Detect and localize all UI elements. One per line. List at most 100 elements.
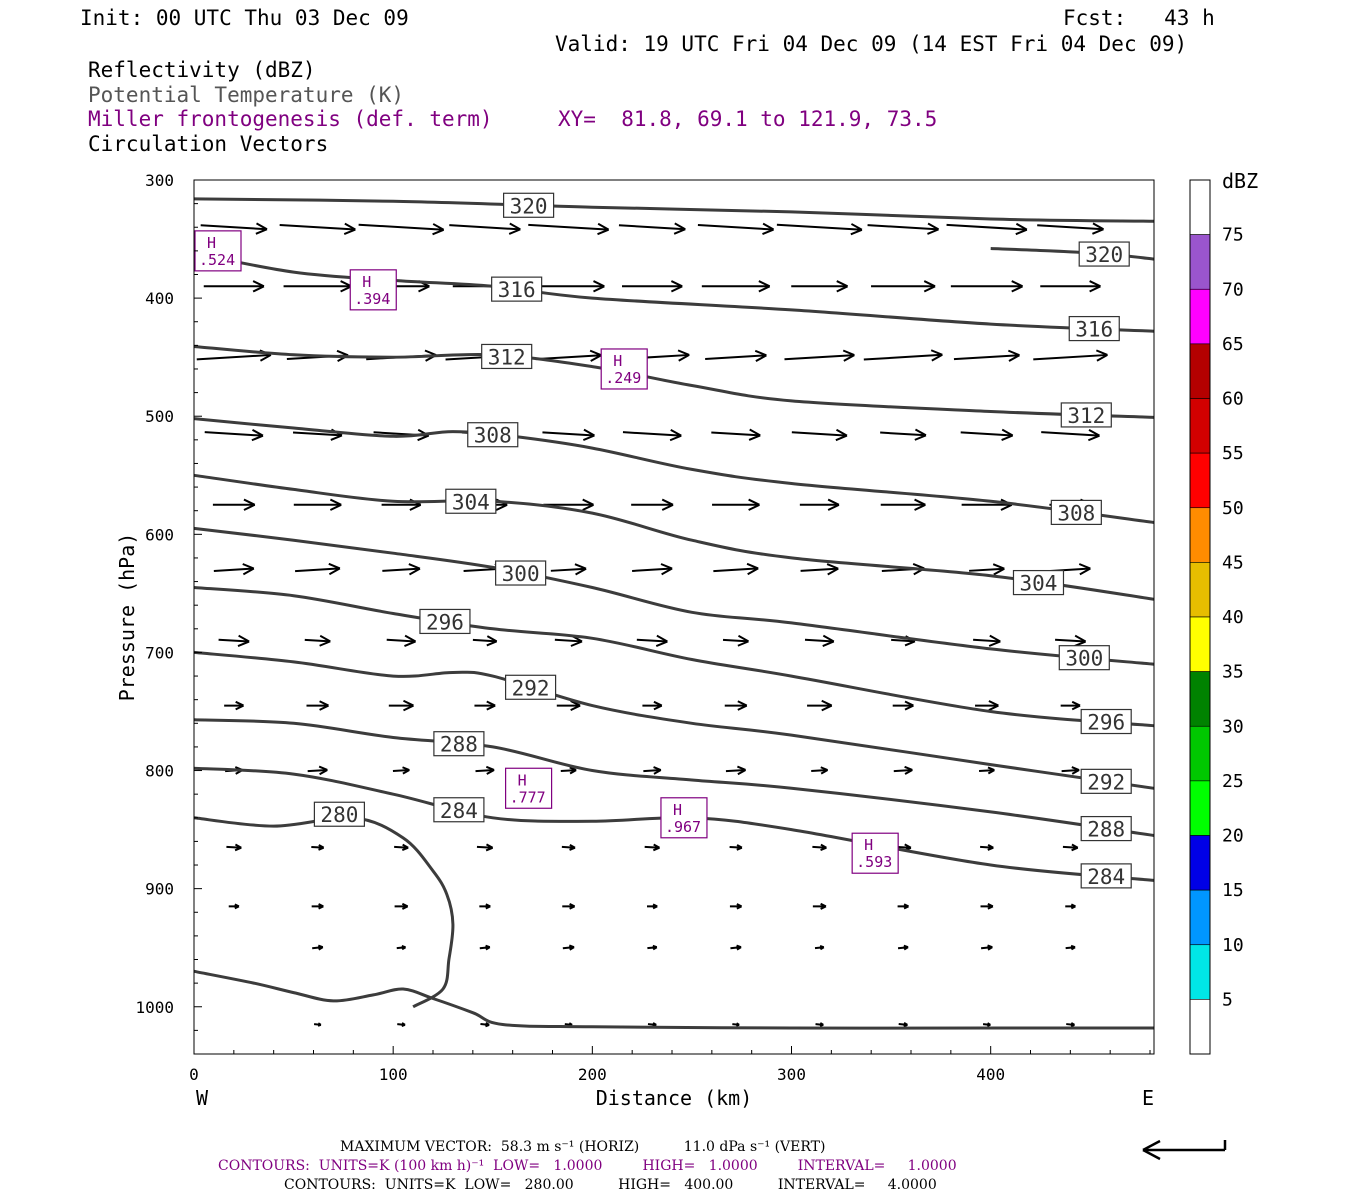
colorbar-level-label: 65 (1222, 334, 1244, 355)
contour-labels: 320 320 316 316 312 312 308 308 304 304 300 300 296 2… (313, 192, 1132, 889)
colorbar-level-label: 40 (1222, 607, 1244, 628)
svg-text:312: 312 (1067, 404, 1105, 428)
circulation-vector (306, 700, 329, 711)
circulation-vector (800, 563, 839, 576)
circulation-vector (973, 634, 1001, 647)
frontogenesis-contour-info: CONTOURS: UNITS=K (100 km h)⁻¹ LOW= 1.00… (218, 1158, 957, 1174)
contour-label: 300 (495, 560, 547, 586)
circulation-vector (228, 903, 240, 910)
circulation-vector (382, 563, 421, 576)
colorbar-segment (1189, 507, 1211, 563)
circulation-vector (394, 843, 409, 852)
circulation-vector (295, 562, 341, 576)
theta-contour (193, 251, 1155, 333)
circulation-vector (396, 944, 407, 951)
x-axis-label: Distance (km) (596, 1086, 753, 1110)
circulation-vector (528, 222, 610, 236)
svg-text:288: 288 (440, 733, 478, 757)
valid-time: Valid: 19 UTC Fri 04 Dec 09 (14 EST Fri … (555, 32, 1188, 56)
y-tick-label: 700 (145, 643, 174, 662)
colorbar-segment (1189, 234, 1211, 290)
circulation-vector (799, 498, 840, 511)
circulation-vector (313, 1022, 322, 1027)
circulation-vector (867, 222, 940, 235)
max-value: .394 (354, 290, 390, 308)
theta-contour-info: CONTOURS: UNITS=K LOW= 280.00 HIGH= 400.… (284, 1177, 937, 1193)
frontogenesis-max-marker: H.394 (349, 269, 397, 311)
circulation-vector (982, 1022, 991, 1027)
circulation-vector (815, 1022, 824, 1027)
circulation-vector (804, 634, 835, 647)
circulation-vector (946, 222, 1028, 236)
circulation-vector (636, 634, 668, 648)
x-tick-label: 0 (189, 1065, 199, 1084)
circulation-vector (474, 700, 496, 711)
circulation-vector (811, 766, 829, 775)
circulation-vector (898, 1022, 908, 1028)
cross-section-endpoints: XY= 81.8, 69.1 to 121.9, 73.5 (558, 107, 938, 131)
circulation-vector (646, 903, 658, 910)
theta-contour (193, 473, 1155, 601)
circulation-vector (1040, 280, 1101, 293)
svg-text:280: 280 (320, 803, 358, 827)
circulation-vector (1055, 634, 1087, 648)
max-label: H (864, 836, 873, 854)
circulation-vector (730, 944, 742, 951)
circulation-vector (479, 944, 491, 951)
circulation-vector (535, 349, 602, 362)
colorbar-level-label: 55 (1222, 443, 1244, 464)
circulation-vector (776, 223, 863, 236)
svg-text:304: 304 (452, 490, 490, 514)
circulation-vector (532, 280, 605, 293)
circulation-vector (980, 944, 993, 951)
circulation-vector (953, 349, 1020, 362)
circulation-vector (1066, 1022, 1075, 1028)
max-value: .249 (605, 369, 641, 387)
svg-text:316: 316 (1075, 318, 1113, 342)
circulation-vector (980, 843, 994, 851)
circulation-vector (632, 563, 673, 576)
colorbar-segment (1189, 398, 1211, 454)
circulation-vector (293, 498, 342, 511)
circulation-vector (556, 700, 581, 712)
circulation-vector (705, 349, 767, 363)
theta-contour (193, 650, 1155, 790)
frontogenesis-max-marker: H.593 (851, 832, 899, 874)
circulation-vector (725, 765, 747, 776)
svg-text:284: 284 (440, 799, 478, 823)
circulation-vector (791, 428, 848, 442)
y-tick-label: 300 (145, 171, 174, 190)
circulation-vectors (196, 222, 1108, 1028)
y-tick-label: 1000 (135, 998, 174, 1017)
contour-label: 296 (1080, 708, 1132, 735)
svg-text:284: 284 (1087, 865, 1125, 889)
x-tick-label: 200 (578, 1065, 607, 1084)
circulation-vector (713, 562, 759, 576)
frontogenesis-max-marker: H.777 (505, 767, 553, 809)
x-tick-label: 400 (976, 1065, 1005, 1084)
max-label: H (518, 771, 527, 789)
contour-label: 316 (1068, 315, 1120, 342)
colorbar-level-label: 35 (1222, 662, 1244, 683)
circulation-vector (701, 280, 771, 293)
circulation-vector (226, 843, 242, 852)
colorbar-level-label: 50 (1222, 498, 1244, 519)
theta-contour (193, 586, 1155, 728)
max-value: .593 (856, 853, 892, 871)
circulation-vector (388, 699, 414, 712)
theta-contour (193, 718, 1155, 837)
circulation-vector (358, 223, 445, 236)
circulation-vector (722, 634, 749, 647)
contour-label: 320 (503, 192, 555, 218)
circulation-vector (204, 428, 264, 442)
colorbar-level-label: 75 (1222, 225, 1244, 246)
svg-text:308: 308 (474, 424, 512, 448)
circulation-vector (475, 765, 495, 775)
svg-text:292: 292 (1087, 770, 1125, 794)
x-tick-label: 100 (379, 1065, 408, 1084)
circulation-vector (969, 563, 1005, 576)
colorbar-level-label: 25 (1222, 771, 1244, 792)
theta-contour (193, 969, 1154, 1030)
contour-label: 316 (491, 276, 543, 302)
circulation-vector (392, 766, 410, 775)
